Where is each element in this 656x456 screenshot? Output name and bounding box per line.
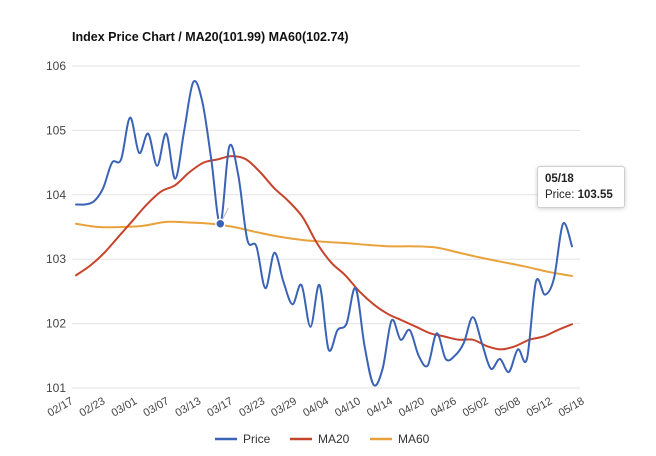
series-line-ma60 <box>75 220 573 277</box>
x-tick-label: 04/14 <box>365 395 395 419</box>
x-tick-label: 03/23 <box>237 395 267 419</box>
price-tooltip: 05/18 Price: 103.55 <box>537 166 625 208</box>
tooltip-price-label: Price: <box>545 189 578 201</box>
gridlines <box>72 65 580 389</box>
x-tick-label: 04/10 <box>333 395 363 419</box>
legend: Price MA20 MA60 <box>215 432 430 446</box>
x-tick-label: 03/29 <box>269 395 299 419</box>
series-line-price <box>75 80 573 387</box>
legend-label-ma20: MA20 <box>318 432 350 446</box>
tooltip-date: 05/18 <box>545 173 574 185</box>
chart-title: Index Price Chart / MA20(101.99) MA60(10… <box>72 30 349 44</box>
x-tick-label: 05/08 <box>493 395 523 419</box>
x-tick-label: 05/18 <box>557 395 587 419</box>
legend-label-ma60: MA60 <box>398 432 430 446</box>
legend-label-price: Price <box>243 432 271 446</box>
x-tick-label: 03/07 <box>141 395 171 419</box>
highlight-point <box>215 218 226 230</box>
x-tick-label: 04/20 <box>397 395 427 419</box>
x-tick-label: 05/12 <box>525 395 555 419</box>
x-tick-label: 05/02 <box>461 395 491 419</box>
tooltip-price: Price: 103.55 <box>545 187 617 203</box>
x-axis: 02/17 02/23 03/01 03/07 03/13 03/17 03/23 03/29… <box>46 395 587 419</box>
y-tick-label: 105 <box>46 123 66 137</box>
x-tick-label: 03/13 <box>173 395 203 419</box>
y-tick-label: 102 <box>46 317 66 331</box>
tooltip-price-value: 103.55 <box>577 189 613 201</box>
x-tick-label: 04/04 <box>301 395 331 419</box>
x-tick-label: 02/17 <box>46 395 76 419</box>
y-tick-label: 101 <box>46 381 66 395</box>
y-tick-label: 106 <box>46 59 66 73</box>
x-tick-label: 03/01 <box>109 395 139 419</box>
x-tick-label: 04/26 <box>429 395 459 419</box>
series-lines <box>75 80 573 387</box>
y-tick-label: 104 <box>46 188 66 202</box>
series-line-ma20 <box>75 155 573 351</box>
x-tick-label: 02/23 <box>78 395 108 419</box>
x-tick-label: 03/17 <box>205 395 235 419</box>
y-tick-label: 103 <box>46 252 66 266</box>
y-axis: 101 102 103 104 105 106 <box>46 59 66 395</box>
